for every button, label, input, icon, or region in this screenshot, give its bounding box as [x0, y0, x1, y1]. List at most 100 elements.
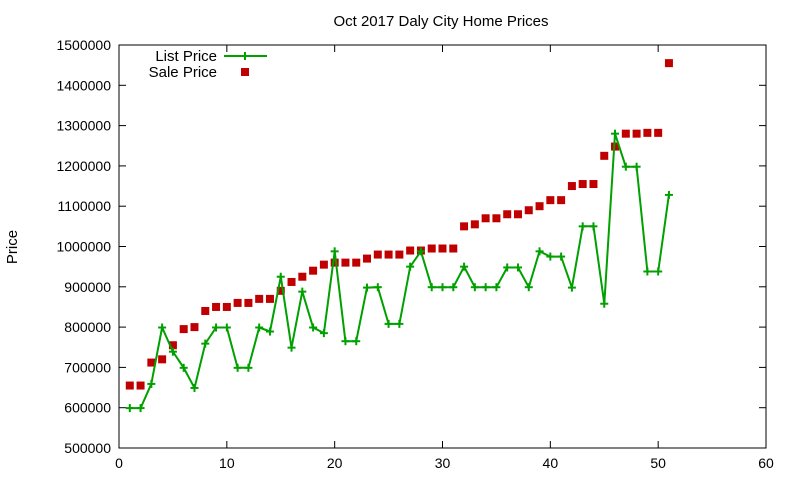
legend-sale-price-swatch [241, 68, 249, 76]
sale-price-point [222, 302, 231, 311]
list-price-point [416, 247, 425, 256]
sale-price-point [503, 210, 512, 219]
list-price-point [406, 262, 415, 271]
sale-price-point [567, 182, 576, 191]
x-tick-label: 0 [115, 455, 123, 471]
sale-price-point [212, 302, 221, 311]
sale-price-point [298, 272, 307, 281]
list-price-point [330, 247, 339, 256]
list-price-point [513, 263, 522, 272]
sale-price-point [546, 196, 555, 205]
list-price-point [363, 283, 372, 292]
sale-price-point [136, 381, 145, 390]
sale-price-point [632, 129, 641, 138]
list-price-point [621, 162, 630, 171]
list-price-point [535, 247, 544, 256]
list-price-point [632, 162, 641, 171]
list-price-point [492, 283, 501, 292]
list-price-point [319, 329, 328, 338]
sale-price-point [287, 277, 296, 286]
sale-price-point [384, 250, 393, 259]
y-tick-label: 600000 [64, 400, 111, 416]
y-tick-label: 800000 [64, 319, 111, 335]
list-price-point [309, 323, 318, 332]
sale-price-point [557, 196, 566, 205]
list-price-point [190, 383, 199, 392]
list-price-point [212, 323, 221, 332]
sale-price-point [265, 294, 274, 303]
sale-price-point [201, 306, 210, 315]
list-price-point [546, 252, 555, 261]
axis-tick-labels: 0 10 20 30 40 50 60 500000 600000 700000 800000 900… [56, 37, 774, 471]
y-tick-label: 1300000 [56, 118, 111, 134]
sale-price-point [438, 244, 447, 253]
x-tick-label: 50 [650, 455, 666, 471]
list-price-point [136, 404, 145, 413]
legend-list-price-swatch [224, 52, 267, 60]
list-price-point [503, 263, 512, 272]
sale-price-point [168, 341, 177, 350]
y-tick-label: 1000000 [56, 239, 111, 255]
sale-price-point [664, 59, 673, 68]
x-tick-label: 20 [327, 455, 343, 471]
sale-price-point [158, 355, 167, 364]
sale-price-point [330, 258, 339, 267]
list-price-point [125, 404, 134, 413]
x-tick-label: 60 [758, 455, 774, 471]
list-price-point [589, 222, 598, 231]
sale-price-point [352, 258, 361, 267]
sale-price-point [492, 214, 501, 223]
list-price-point [341, 337, 350, 346]
sale-price-point [179, 325, 188, 334]
axis-ticks [118, 44, 767, 449]
list-price-point [654, 267, 663, 276]
sale-price-point [427, 244, 436, 253]
list-price-point [158, 323, 167, 332]
list-price-point [524, 283, 533, 292]
y-tick-label: 1200000 [56, 158, 111, 174]
legend-sale-price-label: Sale Price [149, 64, 217, 81]
list-price-point [244, 363, 253, 372]
list-price-point [233, 363, 242, 372]
sale-price-point [535, 202, 544, 211]
list-price-point [395, 319, 404, 328]
sale-price-point [600, 151, 609, 160]
sale-price-point [524, 206, 533, 215]
chart-title: Oct 2017 Daly City Home Prices [333, 13, 548, 30]
sale-price-point [643, 128, 652, 137]
list-price-point [643, 267, 652, 276]
y-tick-label: 1100000 [58, 198, 112, 214]
sale-price-point [449, 244, 458, 253]
sale-price-point [589, 180, 598, 189]
sale-price-point [363, 254, 372, 263]
y-tick-label: 700000 [64, 359, 111, 375]
sale-price-point [373, 250, 382, 259]
list-price-point [600, 299, 609, 308]
list-price-point [287, 343, 296, 352]
list-price-point [611, 129, 620, 138]
x-tick-label: 30 [435, 455, 451, 471]
sale-price-point [255, 294, 264, 303]
y-tick-label: 1400000 [56, 77, 111, 93]
sale-price-point [147, 358, 156, 367]
list-price-point [567, 283, 576, 292]
sale-price-point [319, 260, 328, 269]
list-price-point [168, 347, 177, 356]
sale-price-point [233, 298, 242, 307]
sale-price-point [395, 250, 404, 259]
x-tick-label: 40 [543, 455, 559, 471]
x-tick-label: 10 [219, 455, 235, 471]
y-axis-label: Price [4, 230, 21, 264]
y-tick-label: 900000 [64, 279, 111, 295]
sale-price-point [513, 210, 522, 219]
list-price-point [449, 283, 458, 292]
list-price-point [179, 363, 188, 372]
list-price-point [352, 337, 361, 346]
list-price-point [438, 283, 447, 292]
list-price-point [222, 323, 231, 332]
list-price-point [265, 327, 274, 336]
sale-price-point [125, 381, 134, 390]
list-price-point [470, 283, 479, 292]
list-price-point [276, 272, 285, 281]
